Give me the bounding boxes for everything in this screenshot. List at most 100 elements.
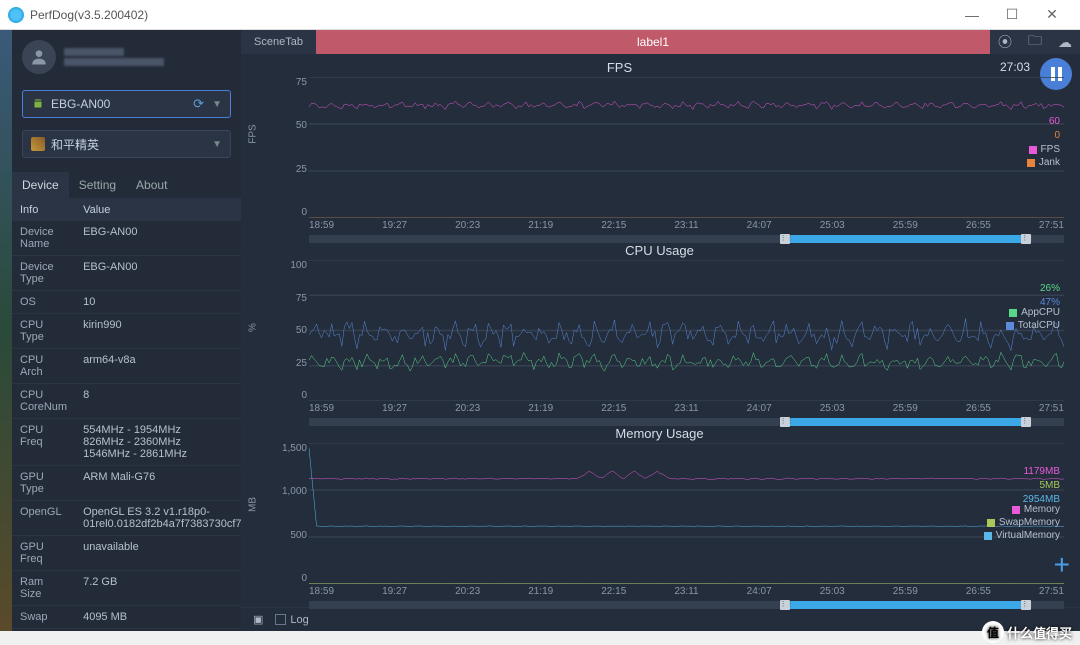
info-key: Device Type	[12, 256, 75, 291]
location-icon[interactable]: ⦿	[998, 32, 1012, 52]
table-row: CPU Archarm64-v8a	[12, 349, 241, 384]
current-values: 600	[1049, 115, 1060, 143]
info-key: CPU CoreNum	[12, 384, 75, 419]
log-checkbox[interactable]: Log	[275, 614, 308, 626]
tab-device[interactable]: Device	[12, 172, 69, 198]
table-row: Device NameEBG-AN00	[12, 221, 241, 256]
table-row: GPU TypeARM Mali-G76	[12, 466, 241, 501]
chart-fps: FPSFPS7550250600FPSJank18:5919:2720:2321…	[245, 58, 1080, 241]
table-row: OpenGLOpenGL ES 3.2 v1.r18p0-01rel0.0182…	[12, 501, 241, 536]
app-logo-icon	[8, 7, 24, 23]
x-ticks: 18:5919:2720:2321:1922:1523:1124:0725:03…	[247, 584, 1072, 599]
info-value: unavailable	[75, 536, 241, 571]
y-ticks: 1007550250	[271, 260, 307, 401]
table-row: Device TypeEBG-AN00	[12, 256, 241, 291]
avatar-icon	[22, 40, 56, 74]
info-value: 10	[75, 291, 241, 314]
watermark-text: 什么值得买	[1007, 623, 1072, 642]
chart-body: MB1,5001,00050001179MB5MB2954MBMemorySwa…	[247, 443, 1072, 584]
info-key: GPU Type	[12, 466, 75, 501]
legend: AppCPUTotalCPU	[1006, 306, 1060, 332]
app-dropdown[interactable]: 和平精英 ▼	[22, 130, 231, 158]
app-dropdown-label: 和平精英	[51, 136, 99, 153]
username-redacted	[64, 48, 124, 56]
info-value: 4095 MB	[75, 606, 241, 629]
charts-area: 27:03 + FPSFPS7550250600FPSJank18:5919:2…	[241, 54, 1080, 607]
info-key: CPU Freq	[12, 419, 75, 466]
chart-title: Memory Usage	[247, 426, 1072, 441]
info-key: CPU Type	[12, 314, 75, 349]
info-value: 554MHz - 1954MHz826MHz - 2360MHz1546MHz …	[75, 419, 241, 466]
chart-title: CPU Usage	[247, 243, 1072, 258]
info-value: OpenGL ES 3.2 v1.r18p0-01rel0.0182df2b4a…	[75, 501, 241, 536]
legend: MemorySwapMemoryVirtualMemory	[984, 503, 1060, 542]
y-axis-label: %	[248, 323, 259, 332]
x-ticks: 18:5919:2720:2321:1922:1523:1124:0725:03…	[247, 401, 1072, 416]
chart-mem: Memory UsageMB1,5001,00050001179MB5MB295…	[245, 424, 1080, 607]
table-row: OS10	[12, 291, 241, 314]
info-value: ARM Mali-G76	[75, 466, 241, 501]
value-col-header: Value	[75, 199, 241, 221]
device-dropdown[interactable]: EBG-AN00 ⟳ ▼	[22, 90, 231, 118]
minimize-button[interactable]: —	[952, 0, 992, 30]
table-row: Swap4095 MB	[12, 606, 241, 629]
scene-bar: SceneTab label1 ⦿ 🗀 ☁	[241, 30, 1080, 54]
y-ticks: 1,5001,0005000	[271, 443, 307, 584]
info-value: kirin990	[75, 314, 241, 349]
info-value: EBG-AN00	[75, 256, 241, 291]
link-icon[interactable]: ⟳	[193, 96, 204, 112]
info-value: 7.2 GB	[75, 571, 241, 606]
time-scrubber[interactable]: ⋮⋮ ⋮⋮	[309, 601, 1064, 609]
plot-area[interactable]	[309, 260, 1064, 401]
table-row: Ram Size7.2 GB	[12, 571, 241, 606]
chart-cpu: CPU Usage%100755025026%47%AppCPUTotalCPU…	[245, 241, 1080, 424]
expand-icon[interactable]: ▣	[253, 613, 263, 626]
table-row: GPU Frequnavailable	[12, 536, 241, 571]
scene-tab[interactable]: SceneTab	[241, 30, 316, 54]
info-key: Ram Size	[12, 571, 75, 606]
sidebar-tabs: DeviceSettingAbout	[12, 172, 241, 199]
plot-area[interactable]	[309, 443, 1064, 584]
info-key: GPU Freq	[12, 536, 75, 571]
info-key: Root	[12, 629, 75, 632]
window-title: PerfDog(v3.5.200402)	[30, 8, 148, 22]
info-value: 8	[75, 384, 241, 419]
plot-area[interactable]	[309, 77, 1064, 218]
table-row: CPU Typekirin990	[12, 314, 241, 349]
y-axis-label: MB	[248, 497, 259, 512]
legend: FPSJank	[1027, 143, 1060, 169]
scene-label[interactable]: label1	[316, 30, 990, 54]
y-axis-label: FPS	[248, 124, 259, 143]
watermark: 值 什么值得买	[982, 621, 1072, 643]
info-value: No	[75, 629, 241, 632]
info-value: EBG-AN00	[75, 221, 241, 256]
close-button[interactable]: ✕	[1032, 0, 1072, 30]
info-key: Device Name	[12, 221, 75, 256]
android-icon	[31, 97, 45, 111]
userinfo-redacted	[64, 58, 164, 66]
sidebar: EBG-AN00 ⟳ ▼ 和平精英 ▼ DeviceSettingAbout I…	[12, 30, 241, 631]
scrub-handle-left[interactable]: ⋮⋮	[780, 600, 790, 610]
tab-setting[interactable]: Setting	[69, 172, 126, 198]
folder-icon[interactable]: 🗀	[1028, 30, 1042, 54]
table-row: RootNo	[12, 629, 241, 632]
tab-about[interactable]: About	[126, 172, 177, 198]
table-row: CPU CoreNum8	[12, 384, 241, 419]
chart-title: FPS	[247, 60, 1072, 75]
info-key: CPU Arch	[12, 349, 75, 384]
info-key: OS	[12, 291, 75, 314]
info-key: OpenGL	[12, 501, 75, 536]
maximize-button[interactable]: ☐	[992, 0, 1032, 30]
scrub-handle-right[interactable]: ⋮⋮	[1021, 600, 1031, 610]
cloud-icon[interactable]: ☁	[1058, 34, 1072, 51]
chart-body: %100755025026%47%AppCPUTotalCPU	[247, 260, 1072, 401]
chevron-down-icon: ▼	[212, 99, 222, 110]
profile-info	[64, 46, 231, 68]
app-body: EBG-AN00 ⟳ ▼ 和平精英 ▼ DeviceSettingAbout I…	[12, 30, 1080, 631]
watermark-icon: 值	[982, 621, 1004, 643]
device-info-table: Info Value Device NameEBG-AN00Device Typ…	[12, 199, 241, 631]
scene-toolbar: ⦿ 🗀 ☁	[990, 30, 1080, 54]
info-col-header: Info	[12, 199, 75, 221]
device-dropdown-label: EBG-AN00	[51, 97, 110, 111]
table-row: CPU Freq554MHz - 1954MHz826MHz - 2360MHz…	[12, 419, 241, 466]
